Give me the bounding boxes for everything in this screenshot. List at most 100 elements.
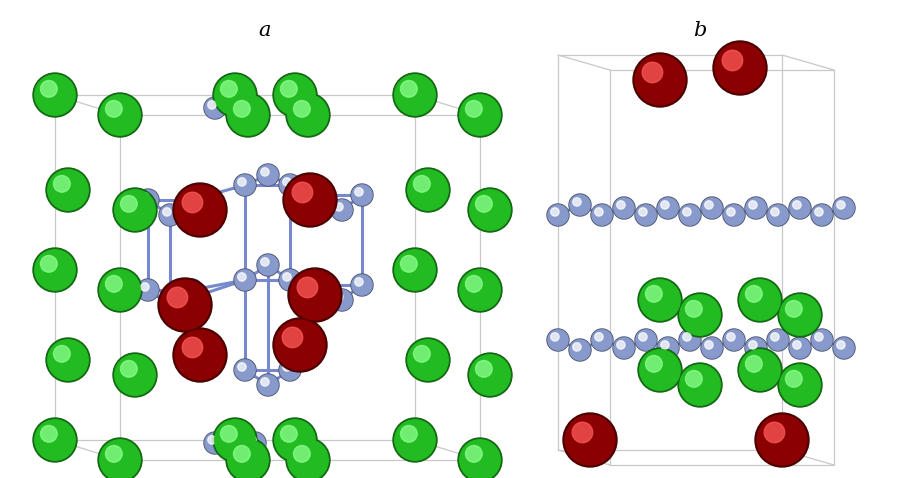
Circle shape [220, 80, 238, 97]
Circle shape [640, 280, 680, 320]
Circle shape [547, 329, 569, 351]
Circle shape [137, 189, 159, 211]
Circle shape [635, 55, 685, 105]
Circle shape [33, 418, 77, 462]
Circle shape [679, 204, 701, 226]
Circle shape [413, 346, 430, 362]
Circle shape [790, 198, 810, 218]
Circle shape [591, 329, 613, 351]
Circle shape [745, 197, 767, 219]
Circle shape [793, 201, 801, 209]
Circle shape [163, 208, 171, 216]
Circle shape [158, 278, 212, 332]
Circle shape [460, 95, 500, 135]
Circle shape [779, 365, 820, 405]
Circle shape [678, 293, 722, 337]
Circle shape [225, 441, 245, 461]
Circle shape [572, 343, 581, 351]
Circle shape [167, 287, 188, 308]
Circle shape [160, 205, 180, 225]
Circle shape [563, 413, 617, 467]
Circle shape [770, 333, 779, 341]
Circle shape [638, 348, 682, 392]
Circle shape [53, 175, 70, 192]
Circle shape [234, 174, 256, 196]
Circle shape [220, 425, 238, 442]
Circle shape [789, 337, 811, 359]
Circle shape [713, 41, 767, 95]
Circle shape [98, 438, 142, 478]
Circle shape [224, 89, 246, 111]
Circle shape [273, 318, 327, 372]
Circle shape [789, 197, 811, 219]
Circle shape [53, 346, 70, 362]
Circle shape [811, 329, 833, 351]
Circle shape [465, 275, 482, 292]
Circle shape [680, 205, 700, 225]
Circle shape [310, 275, 330, 295]
Circle shape [770, 208, 779, 216]
Circle shape [661, 341, 669, 349]
Circle shape [768, 330, 788, 350]
Circle shape [261, 258, 269, 266]
Circle shape [233, 100, 250, 117]
Circle shape [281, 425, 297, 442]
Circle shape [309, 274, 331, 296]
Circle shape [215, 75, 256, 115]
Circle shape [702, 338, 722, 358]
Circle shape [746, 198, 766, 218]
Circle shape [640, 350, 680, 390]
Circle shape [159, 294, 181, 316]
Circle shape [160, 280, 210, 330]
Circle shape [258, 255, 278, 275]
Circle shape [113, 188, 157, 232]
Circle shape [458, 438, 502, 478]
Circle shape [572, 422, 593, 443]
Circle shape [176, 185, 225, 235]
Circle shape [234, 359, 256, 381]
Circle shape [283, 273, 291, 281]
Circle shape [273, 73, 317, 117]
Circle shape [722, 50, 742, 71]
Circle shape [352, 185, 372, 205]
Circle shape [238, 178, 246, 186]
Circle shape [48, 170, 88, 210]
Circle shape [113, 353, 157, 397]
Circle shape [705, 341, 713, 349]
Circle shape [475, 196, 492, 212]
Circle shape [273, 418, 317, 462]
Circle shape [408, 170, 448, 210]
Circle shape [244, 432, 266, 454]
Circle shape [137, 279, 159, 301]
Circle shape [293, 445, 310, 462]
Circle shape [257, 254, 279, 276]
Circle shape [749, 341, 757, 349]
Circle shape [790, 338, 810, 358]
Circle shape [393, 418, 437, 462]
Circle shape [182, 280, 202, 300]
Circle shape [812, 330, 833, 350]
Circle shape [208, 101, 216, 109]
Circle shape [279, 269, 301, 291]
Circle shape [548, 205, 568, 225]
Circle shape [105, 275, 122, 292]
Circle shape [657, 337, 679, 359]
Circle shape [290, 270, 340, 320]
Circle shape [616, 341, 625, 349]
Circle shape [767, 329, 789, 351]
Circle shape [837, 341, 845, 349]
Circle shape [400, 425, 418, 442]
Circle shape [173, 183, 227, 237]
Circle shape [35, 420, 76, 460]
Circle shape [724, 205, 744, 225]
Circle shape [636, 330, 656, 350]
Circle shape [812, 205, 833, 225]
Circle shape [226, 438, 270, 478]
Circle shape [406, 338, 450, 382]
Circle shape [283, 363, 291, 371]
Circle shape [176, 330, 225, 380]
Circle shape [645, 285, 662, 302]
Circle shape [182, 337, 202, 358]
Circle shape [245, 98, 266, 118]
Circle shape [288, 95, 328, 135]
